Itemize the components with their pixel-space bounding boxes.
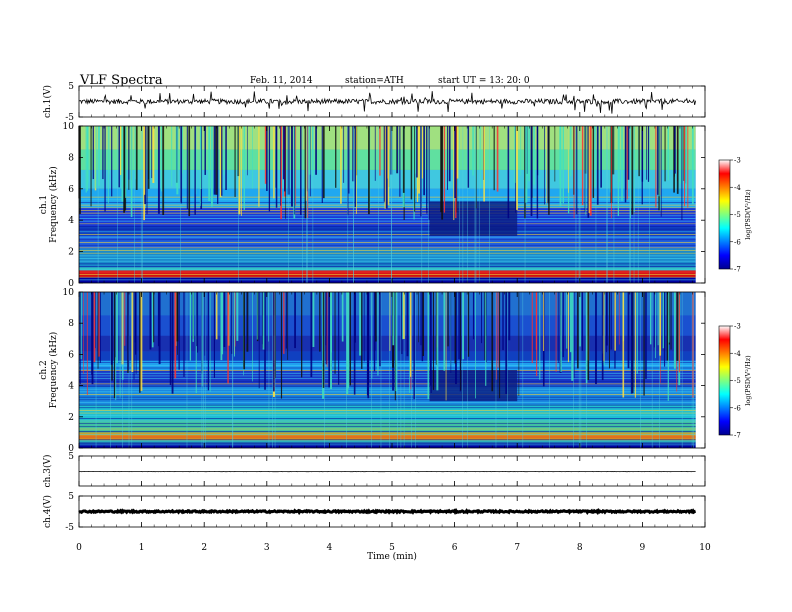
ch2-spectrogram-ylabel: Frequency (kHz) — [48, 332, 59, 409]
ch1-spectrogram-colorbar-tick-label: -5 — [734, 211, 741, 219]
time-tick-label: 3 — [264, 543, 270, 553]
ch2-spectrogram-ytick-label: 2 — [68, 413, 74, 423]
time-tick-label: 10 — [699, 543, 711, 553]
ch1-spectrogram-ytick-label: 0 — [68, 279, 74, 289]
ch2-spectrogram-colorbar-tick-label: -4 — [734, 350, 741, 358]
time-tick-label: 2 — [201, 543, 207, 553]
ch2-spectrogram-ytick-label: 8 — [68, 319, 74, 329]
ch1-waveform-ylabel: ch.1(V) — [42, 85, 53, 118]
ch1-spectrogram-colorbar-label: log(PSD(V²/Hz) — [744, 189, 752, 240]
ch3-waveform-ytick-label: 5 — [68, 452, 74, 462]
ch2-spectrogram-ytick-label: 0 — [68, 444, 74, 454]
ch2-spectrogram-ylabel: ch.2 — [39, 360, 49, 379]
ch2-spectrogram-ytick-label: 6 — [68, 350, 74, 360]
ch2-spectrogram-colorbar-tick-label: -6 — [734, 404, 741, 412]
spectrogram-image-ch1 — [78, 126, 696, 283]
ch1-spectrogram-ytick-label: 6 — [68, 185, 74, 195]
ch4-waveform-ytick-label: -5 — [65, 523, 74, 533]
ch1-spectrogram-ytick-label: 4 — [68, 216, 74, 226]
ch1-waveform-line — [78, 91, 696, 114]
ch2-spectrogram-ytick-label: 10 — [63, 288, 75, 298]
ch4-waveform-ytick-label: 5 — [68, 492, 74, 502]
ch4-waveform-line — [78, 507, 697, 516]
ch3-waveform-ylabel: ch.3(V) — [42, 455, 53, 488]
time-tick-label: 8 — [577, 543, 583, 553]
ch1-spectrogram-colorbar-tick-label: -3 — [734, 157, 741, 165]
ch2-spectrogram-colorbar-tick-label: -5 — [734, 377, 741, 385]
ch1-spectrogram-colorbar-tick-label: -7 — [734, 266, 741, 274]
time-tick-label: 0 — [76, 543, 82, 553]
time-tick-label: 5 — [389, 543, 395, 553]
ch2-spectrogram-colorbar-tick-label: -7 — [734, 432, 741, 440]
ch1-spectrogram-ytick-label: 10 — [63, 122, 75, 132]
ch2-spectrogram-colorbar-tick-label: -3 — [734, 323, 741, 331]
ch1-spectrogram-colorbar-tick-label: -4 — [734, 184, 741, 192]
chart-title: VLF Spectra — [80, 73, 163, 88]
ch2-spectrogram-ytick-label: 4 — [68, 382, 74, 392]
time-tick-label: 1 — [139, 543, 145, 553]
time-tick-label: 6 — [452, 543, 458, 553]
ch2-spectrogram-colorbar — [718, 325, 731, 436]
spectrogram-image-ch2 — [79, 292, 696, 448]
station-label: station=ATH — [345, 76, 404, 86]
ch1-spectrogram-colorbar — [718, 159, 731, 270]
ch1-waveform-ytick-label: 5 — [68, 82, 74, 92]
start-time-label: start UT = 13: 20: 0 — [438, 76, 530, 86]
ch1-spectrogram-ylabel: ch.1 — [39, 195, 49, 214]
ch4-waveform-ylabel: ch.4(V) — [42, 495, 53, 528]
ch1-spectrogram-ytick-label: 2 — [68, 248, 74, 258]
ch2-spectrogram-colorbar-label: log(PSD(V²/Hz) — [744, 355, 752, 406]
time-axis-label: Time (min) — [367, 551, 417, 562]
ch1-spectrogram-ylabel: Frequency (kHz) — [48, 166, 59, 243]
ch1-spectrogram-ytick-label: 8 — [68, 153, 74, 163]
time-tick-label: 9 — [640, 543, 646, 553]
date-label: Feb. 11, 2014 — [250, 76, 313, 86]
time-tick-label: 7 — [514, 543, 520, 553]
ch1-spectrogram-colorbar-tick-label: -6 — [734, 238, 741, 246]
ch1-waveform-ytick-label: -5 — [65, 113, 74, 123]
time-tick-label: 4 — [327, 543, 333, 553]
